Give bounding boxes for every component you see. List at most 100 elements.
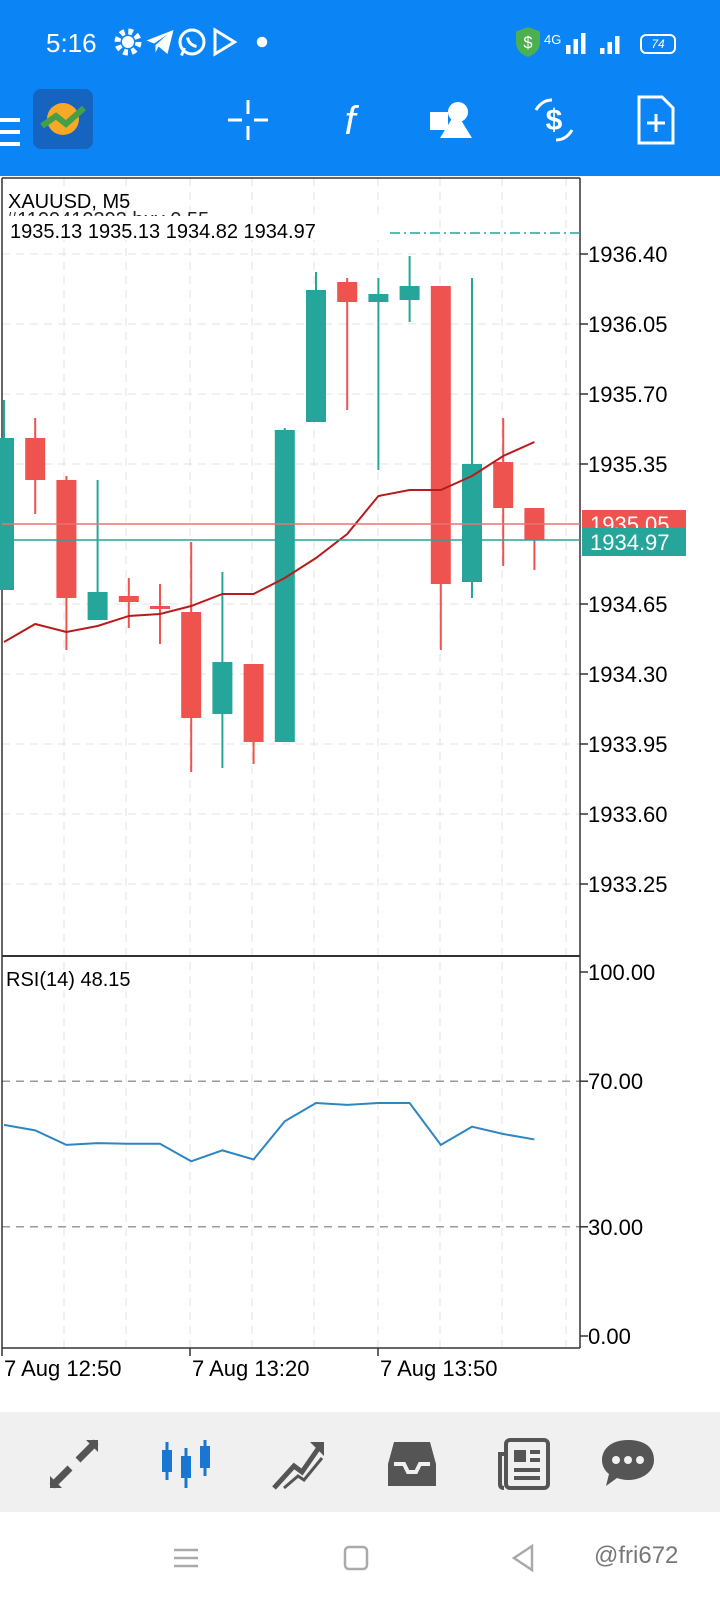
telegram-icon xyxy=(146,30,174,54)
candle-body xyxy=(368,294,389,302)
signal-icon-2 xyxy=(600,36,620,54)
candle-body xyxy=(118,596,139,602)
moving-average-line xyxy=(3,441,535,643)
candle xyxy=(181,542,202,772)
symbol-timeframe-label: XAUUSD, M5 xyxy=(8,191,130,213)
candle-body xyxy=(306,290,326,422)
candle xyxy=(430,286,451,650)
time-tick-label: 7 Aug 12:50 xyxy=(4,1356,121,1381)
candle-body xyxy=(56,480,77,598)
price-tick-label: 1936.05 xyxy=(588,312,668,337)
play-icon xyxy=(213,27,238,57)
status-bar: 5:16 $ 4G 74 xyxy=(0,0,720,88)
candle xyxy=(493,418,514,566)
news-icon[interactable] xyxy=(496,1436,552,1492)
candle xyxy=(274,428,295,742)
system-navigation: @fri672 xyxy=(0,1512,720,1600)
ohlc-backdrop xyxy=(4,216,388,240)
objects-icon[interactable] xyxy=(428,98,474,142)
menu-icon[interactable] xyxy=(0,102,24,162)
candle-body xyxy=(212,662,233,714)
rsi-tick-label: 70.00 xyxy=(588,1069,643,1094)
candles xyxy=(0,256,545,772)
rsi-label: RSI(14) 48.15 xyxy=(6,969,131,991)
candle xyxy=(337,278,358,410)
candle-body xyxy=(150,606,170,609)
price-tick-label: 1933.25 xyxy=(588,872,668,897)
battery-indicator: 74 xyxy=(640,34,676,54)
candle xyxy=(212,572,233,768)
candle-body xyxy=(430,286,451,584)
price-tick-label: 1935.35 xyxy=(588,452,668,477)
candle-body xyxy=(493,462,514,508)
bid-price-tag: 1934.97 xyxy=(590,530,670,555)
status-time: 5:16 xyxy=(46,28,97,58)
recents-icon[interactable] xyxy=(170,1542,202,1574)
dot-icon xyxy=(256,36,268,48)
whatsapp-icon xyxy=(178,28,206,57)
price-tick-label: 1933.60 xyxy=(588,802,668,827)
candle xyxy=(56,476,77,650)
price-tick-label: 1934.30 xyxy=(588,662,668,687)
rsi-axis: 100.00 70.00 30.00 0.00 xyxy=(580,960,655,1349)
quotes-icon[interactable] xyxy=(46,1436,102,1492)
price-tick-label: 1936.40 xyxy=(588,242,668,267)
chart-icon[interactable] xyxy=(158,1436,214,1492)
time-axis: 7 Aug 12:50 7 Aug 13:20 7 Aug 13:50 xyxy=(1,1348,497,1381)
time-tick-label: 7 Aug 13:20 xyxy=(192,1356,309,1381)
price-tick-label: 1935.70 xyxy=(588,382,668,407)
svg-text:f: f xyxy=(344,99,359,143)
candle-body xyxy=(274,430,295,742)
crosshair-icon[interactable] xyxy=(226,98,270,142)
shield-dollar-icon: $ xyxy=(516,27,540,57)
candle xyxy=(368,278,389,470)
new-order-icon[interactable] xyxy=(636,94,676,146)
back-icon[interactable] xyxy=(508,1542,540,1574)
price-axis: 1936.40 1936.05 1935.70 1935.35 1934.65 1934.… xyxy=(580,242,668,897)
trade-nav-icon[interactable] xyxy=(270,1436,326,1492)
candle-body xyxy=(181,612,202,718)
gear-icon xyxy=(114,28,142,56)
bid-price-tag-bg xyxy=(582,528,686,556)
trade-icon[interactable]: $ xyxy=(528,94,580,146)
bottom-navigation xyxy=(0,1412,720,1512)
candle-body xyxy=(243,664,264,742)
candle-body xyxy=(399,286,420,300)
candle xyxy=(462,278,482,598)
svg-text:$: $ xyxy=(546,104,563,137)
candle xyxy=(87,480,108,620)
svg-text:$: $ xyxy=(523,34,532,52)
ohlc-readout: 1935.13 1935.13 1934.82 1934.97 xyxy=(10,221,316,243)
rsi-tick-label: 100.00 xyxy=(588,960,655,985)
messages-icon[interactable] xyxy=(600,1436,656,1492)
candle-body xyxy=(462,464,482,582)
candle xyxy=(524,508,545,570)
candle xyxy=(306,272,326,422)
app-logo-icon[interactable] xyxy=(32,88,94,150)
history-icon[interactable] xyxy=(384,1436,440,1492)
candle-body xyxy=(87,592,108,620)
rsi-line xyxy=(3,1102,535,1163)
candle-body xyxy=(0,438,14,590)
function-icon[interactable]: f xyxy=(330,96,370,144)
candle xyxy=(118,578,139,628)
home-icon[interactable] xyxy=(340,1542,372,1574)
candle-body xyxy=(337,282,358,302)
time-tick-label: 7 Aug 13:50 xyxy=(380,1356,497,1381)
rsi-tick-label: 0.00 xyxy=(588,1324,631,1349)
price-tick-label: 1933.95 xyxy=(588,732,668,757)
candle xyxy=(243,664,264,764)
candle xyxy=(0,400,14,590)
chart-grid xyxy=(2,178,580,1348)
rsi-tick-label: 30.00 xyxy=(588,1215,643,1240)
app-toolbar: f $ xyxy=(0,88,720,176)
candle xyxy=(25,418,46,514)
watermark-text: @fri672 xyxy=(594,1542,679,1569)
candle-body xyxy=(25,438,46,480)
price-tick-label: 1934.65 xyxy=(588,592,668,617)
candle xyxy=(399,256,420,322)
network-label: 4G xyxy=(544,32,562,47)
